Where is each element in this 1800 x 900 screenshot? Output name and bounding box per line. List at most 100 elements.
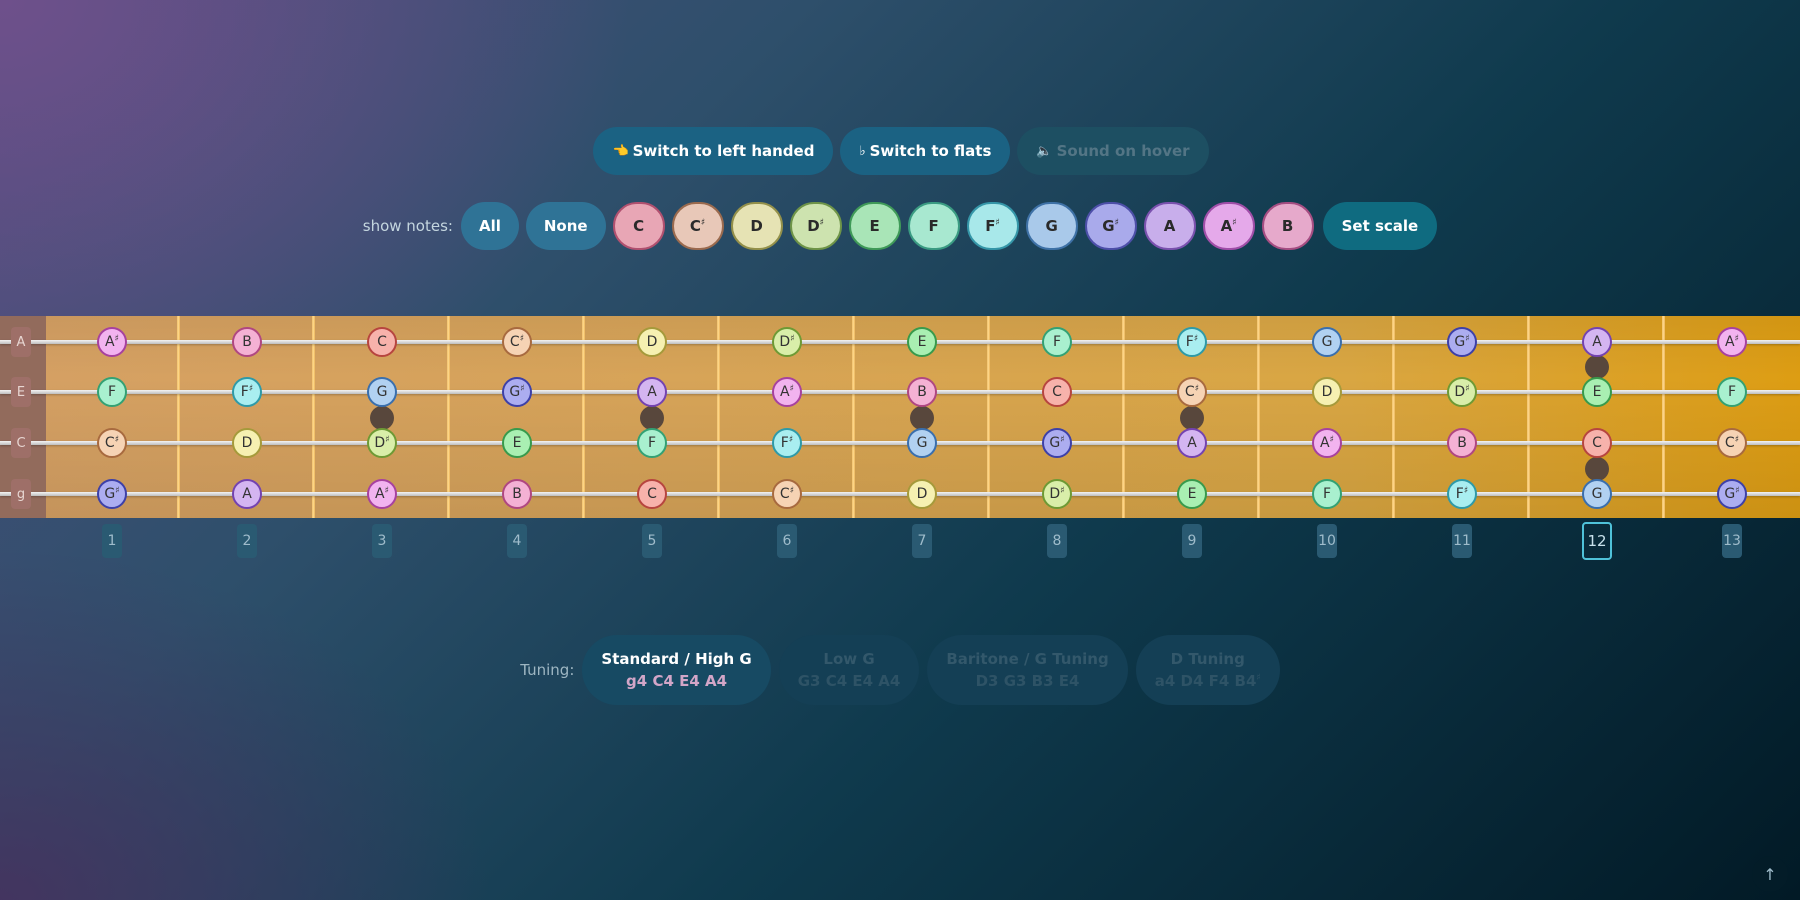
fret-note[interactable]: B — [502, 479, 532, 509]
note-toggle-g-sharp[interactable]: G ♯ — [1084, 202, 1137, 250]
fret-note[interactable]: C ♯ — [772, 479, 802, 509]
fret-marker-dot — [910, 405, 934, 430]
note-toggle-d[interactable]: D — [730, 202, 783, 250]
fret-note[interactable]: A — [1582, 327, 1612, 357]
fret-note[interactable]: A — [1177, 428, 1207, 458]
note-toggle-d-sharp[interactable]: D ♯ — [789, 202, 842, 250]
fret-note[interactable]: E — [1177, 479, 1207, 509]
tuning-option[interactable]: Baritone / G Tuning D3 G3 B3 E4 — [927, 635, 1128, 705]
note-toggle-f-sharp[interactable]: F ♯ — [966, 202, 1019, 250]
fret-note[interactable]: D — [637, 327, 667, 357]
fret-number-9[interactable]: 9 — [1182, 524, 1202, 558]
fret-note[interactable]: G ♯ — [1042, 428, 1072, 458]
fret-note[interactable]: G ♯ — [1717, 479, 1747, 509]
tuning-label: Tuning: — [520, 661, 575, 679]
note-toggle-a-sharp[interactable]: A ♯ — [1202, 202, 1255, 250]
scroll-to-top-button[interactable]: ↑ — [1752, 856, 1788, 892]
fret-note[interactable]: F ♯ — [232, 377, 262, 407]
tuning-option[interactable]: Low G G3 C4 E4 A4 — [778, 635, 920, 705]
fret-note[interactable]: F — [1042, 327, 1072, 357]
fret-note[interactable]: C — [637, 479, 667, 509]
show-all-button[interactable]: All — [460, 202, 519, 250]
fret-number-7[interactable]: 7 — [912, 524, 932, 558]
fret-note[interactable]: A — [232, 479, 262, 509]
tuning-option[interactable]: D Tuning a4 D4 F4 B4♯ — [1135, 635, 1280, 705]
string-label-E: E — [11, 377, 31, 407]
flats-button[interactable]: ♭ Switch to flats — [840, 127, 1011, 175]
show-notes-label: show notes: — [362, 217, 453, 235]
fret-note[interactable]: F — [97, 377, 127, 407]
fret-note[interactable]: C ♯ — [502, 327, 532, 357]
fret-note[interactable]: B — [907, 377, 937, 407]
fret-note[interactable]: F ♯ — [1447, 479, 1477, 509]
fret-note[interactable]: A ♯ — [772, 377, 802, 407]
fret-number-11[interactable]: 11 — [1452, 524, 1472, 558]
fret-note[interactable]: B — [232, 327, 262, 357]
fret-number-1[interactable]: 1 — [102, 524, 122, 558]
fret-note[interactable]: G — [1312, 327, 1342, 357]
fret-note[interactable]: G — [367, 377, 397, 407]
fret-note[interactable]: A ♯ — [97, 327, 127, 357]
fret-number-10[interactable]: 10 — [1317, 524, 1337, 558]
note-toggle-g[interactable]: G — [1025, 202, 1078, 250]
fret-number-4[interactable]: 4 — [507, 524, 527, 558]
tuning-notes: g4 C4 E4 A4 — [626, 672, 728, 690]
fret-note[interactable]: D — [1312, 377, 1342, 407]
note-toggle-f[interactable]: F — [907, 202, 960, 250]
fret-note[interactable]: E — [502, 428, 532, 458]
fret-note[interactable]: B — [1447, 428, 1477, 458]
fret-number-2[interactable]: 2 — [237, 524, 257, 558]
fret-note[interactable]: G ♯ — [1447, 327, 1477, 357]
fret-note[interactable]: E — [1582, 377, 1612, 407]
fret-note[interactable]: D — [232, 428, 262, 458]
fret-note[interactable]: C ♯ — [97, 428, 127, 458]
fret-number-6[interactable]: 6 — [777, 524, 797, 558]
fret-note[interactable]: D ♯ — [1447, 377, 1477, 407]
fret-note[interactable]: F ♯ — [772, 428, 802, 458]
fret-note[interactable]: F — [1717, 377, 1747, 407]
top-toolbar: 👈 Switch to left handed ♭ Switch to flat… — [0, 127, 1800, 175]
fret-note[interactable]: A ♯ — [367, 479, 397, 509]
fret-note[interactable]: C ♯ — [1177, 377, 1207, 407]
fret-wire — [717, 316, 720, 518]
fret-wire — [1122, 316, 1125, 518]
fret-note[interactable]: A ♯ — [1717, 327, 1747, 357]
fret-note[interactable]: G ♯ — [97, 479, 127, 509]
fret-wire — [1527, 316, 1530, 518]
fret-note[interactable]: G — [907, 428, 937, 458]
fret-note[interactable]: D ♯ — [1042, 479, 1072, 509]
fret-note[interactable]: D — [907, 479, 937, 509]
note-toggle-b[interactable]: B — [1261, 202, 1314, 250]
fret-note[interactable]: A ♯ — [1312, 428, 1342, 458]
fret-note[interactable]: G ♯ — [502, 377, 532, 407]
show-none-button[interactable]: None — [525, 202, 606, 250]
fret-note[interactable]: C — [367, 327, 397, 357]
left-handed-button[interactable]: 👈 Switch to left handed — [593, 127, 834, 175]
fret-note[interactable]: F — [1312, 479, 1342, 509]
fret-note[interactable]: F — [637, 428, 667, 458]
fret-number-3[interactable]: 3 — [372, 524, 392, 558]
fret-note[interactable]: F ♯ — [1177, 327, 1207, 357]
fret-note[interactable]: C ♯ — [1717, 428, 1747, 458]
fret-note[interactable]: A — [637, 377, 667, 407]
fret-number-5[interactable]: 5 — [642, 524, 662, 558]
fret-number-13[interactable]: 13 — [1722, 524, 1742, 558]
fret-marker-dot — [1585, 355, 1609, 379]
string-label-C: C — [11, 428, 31, 458]
fret-note[interactable]: G — [1582, 479, 1612, 509]
note-toggle-c[interactable]: C — [612, 202, 665, 250]
tuning-option[interactable]: Standard / High G g4 C4 E4 A4 — [582, 635, 771, 705]
note-toggle-c-sharp[interactable]: C ♯ — [671, 202, 724, 250]
fret-note[interactable]: E — [907, 327, 937, 357]
sound-on-hover-button[interactable]: 🔈 Sound on hover — [1017, 127, 1209, 175]
fret-marker-dot — [1180, 405, 1204, 430]
note-toggle-e[interactable]: E — [848, 202, 901, 250]
fret-note[interactable]: C — [1582, 428, 1612, 458]
note-toggle-a[interactable]: A — [1143, 202, 1196, 250]
fret-number-12[interactable]: 12 — [1582, 522, 1612, 560]
fret-number-8[interactable]: 8 — [1047, 524, 1067, 558]
fret-note[interactable]: D ♯ — [367, 428, 397, 458]
fret-note[interactable]: D ♯ — [772, 327, 802, 357]
fret-note[interactable]: C — [1042, 377, 1072, 407]
set-scale-button[interactable]: Set scale — [1322, 202, 1438, 250]
